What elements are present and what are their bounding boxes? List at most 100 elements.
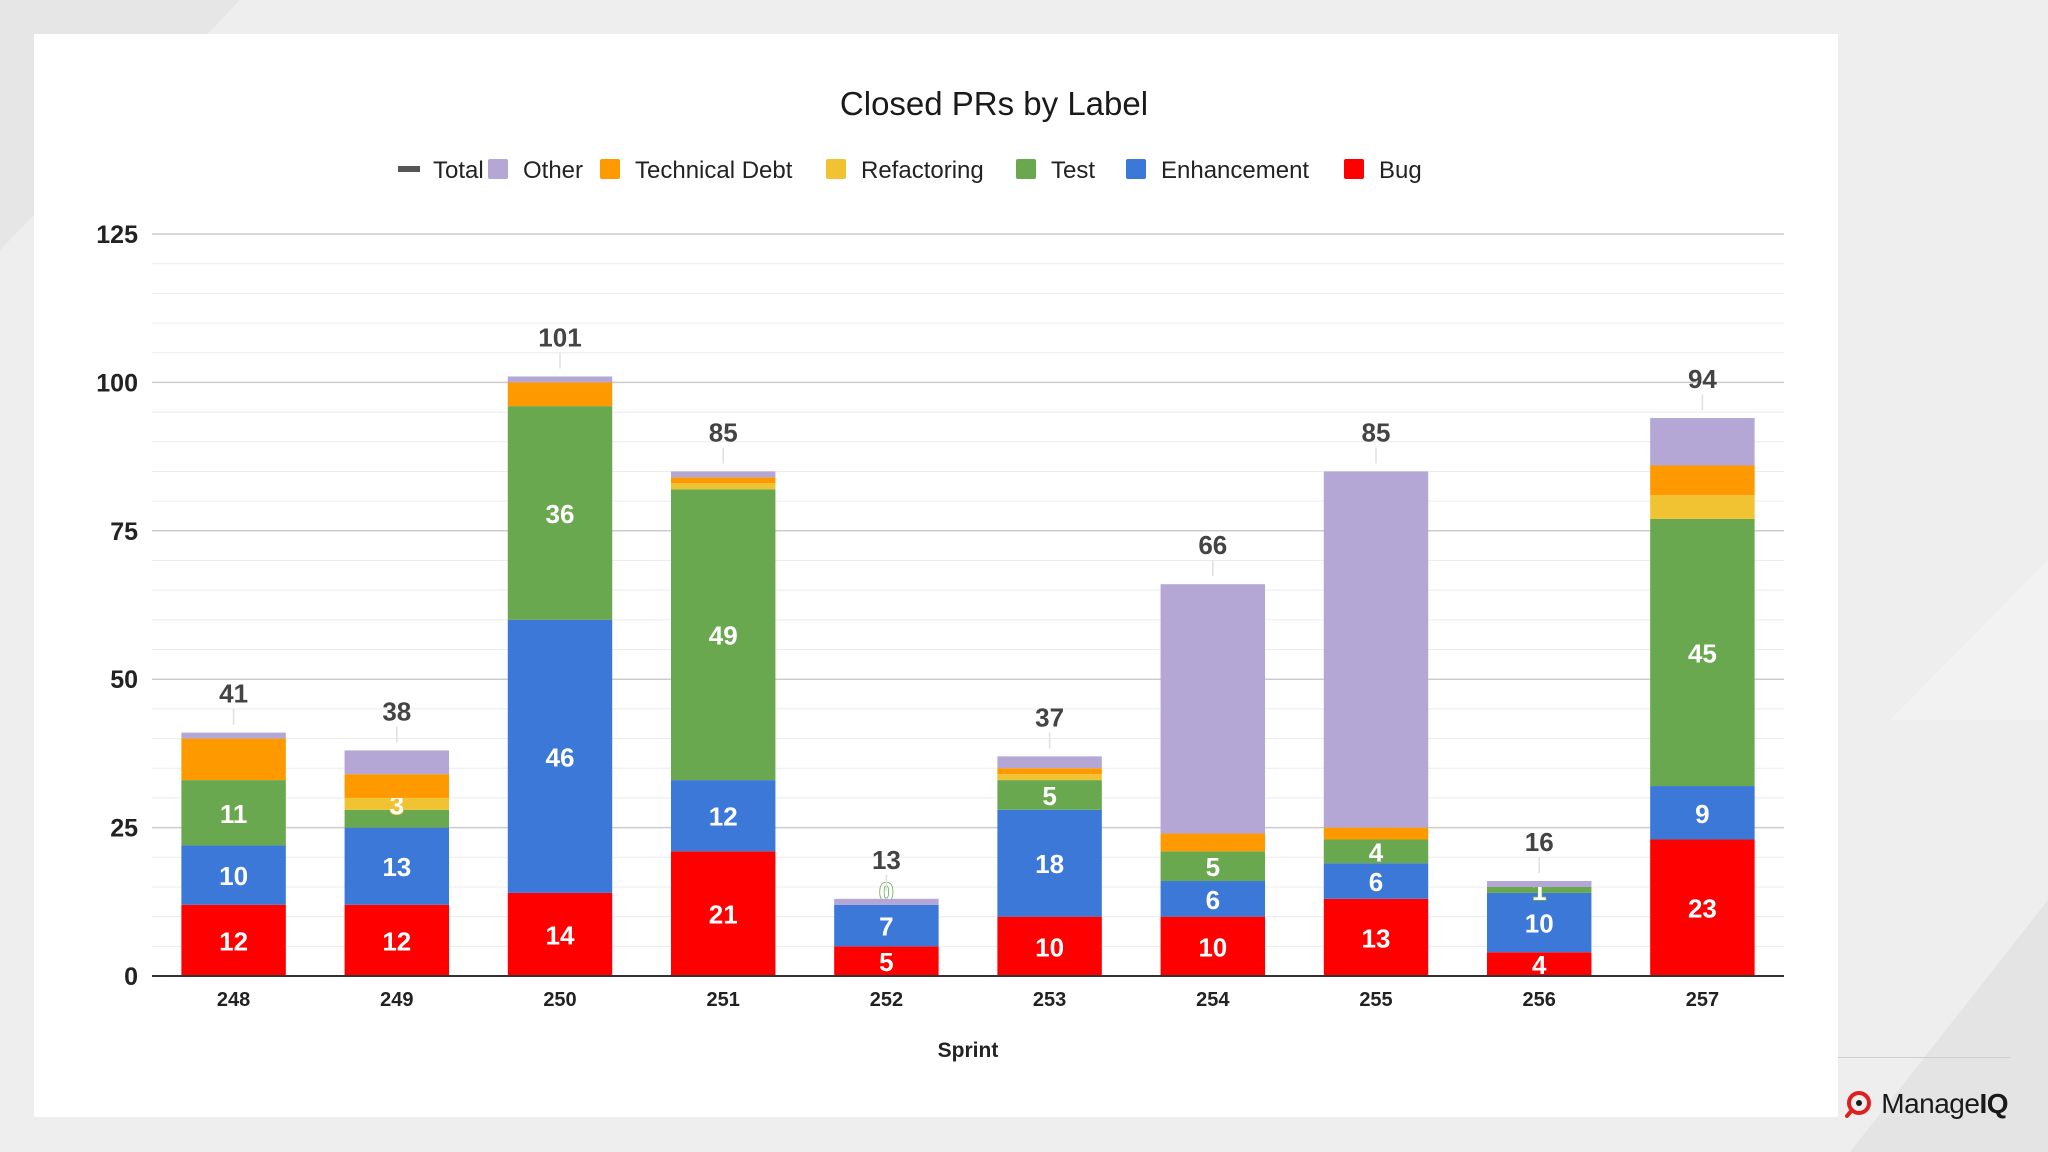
- bar-segment: [1486, 952, 1592, 976]
- bar-segment: [670, 471, 776, 478]
- y-tick-label: 75: [110, 518, 138, 546]
- bar-segment: [997, 780, 1102, 810]
- bar-segment: [834, 898, 939, 905]
- bar-segment: [181, 732, 286, 739]
- bar-segment: [1160, 584, 1266, 834]
- x-tick-label: 250: [543, 989, 576, 1011]
- total-label: 13: [872, 845, 901, 875]
- bar-segment: [344, 797, 450, 810]
- bar-segment: [344, 750, 450, 775]
- bar-segment: [1486, 881, 1592, 887]
- x-tick-label: 248: [217, 989, 250, 1011]
- bar-segment: [834, 904, 939, 947]
- data-label: 12: [709, 802, 738, 832]
- bar-segment: [1486, 892, 1592, 953]
- bar-segment: [1486, 886, 1592, 893]
- y-tick-label: 25: [110, 815, 138, 843]
- bar-segment: [1650, 518, 1755, 787]
- bar-segment: [507, 376, 613, 383]
- data-label: 21: [709, 900, 738, 930]
- bar-segment: [181, 904, 286, 976]
- manageiq-logo: ManageIQ: [1845, 1088, 2008, 1120]
- y-tick-label: 125: [96, 221, 138, 249]
- bar-segment: [1323, 471, 1429, 828]
- data-label: 14: [546, 920, 575, 950]
- x-tick-label: 251: [707, 989, 740, 1011]
- data-label: 13: [1362, 923, 1391, 953]
- x-tick-label: 256: [1523, 989, 1556, 1011]
- bar-segment: [1650, 786, 1755, 840]
- total-label: 16: [1525, 827, 1554, 857]
- chart-title: Closed PRs by Label: [840, 85, 1148, 122]
- data-label: 7: [879, 912, 893, 942]
- bar-segment: [181, 845, 286, 905]
- legend-swatch: [600, 159, 620, 179]
- bar-segment: [670, 780, 776, 852]
- legend-label: Technical Debt: [635, 157, 793, 184]
- brand-name-light: Manage: [1881, 1088, 1980, 1119]
- data-label: 9: [1695, 799, 1709, 829]
- brand-divider: [1838, 1057, 2010, 1058]
- data-label: 1: [1532, 876, 1546, 906]
- legend-label: Refactoring: [861, 157, 984, 184]
- legend-swatch: [1126, 159, 1146, 179]
- legend-swatch: [488, 159, 508, 179]
- legend-swatch-total: [398, 166, 420, 172]
- manageiq-logo-icon: [1845, 1091, 1872, 1118]
- bar-segment: [344, 774, 450, 798]
- bar-segment: [997, 756, 1102, 769]
- legend-swatch: [1344, 159, 1364, 179]
- bar-segment: [181, 780, 286, 846]
- bar-segment: [1650, 465, 1755, 496]
- y-tick-label: 50: [110, 666, 138, 694]
- data-label: 36: [546, 499, 575, 529]
- bar-segment: [1650, 418, 1755, 466]
- data-label: 46: [546, 742, 575, 772]
- bar-segment: [507, 382, 613, 407]
- x-tick-label: 253: [1033, 989, 1066, 1011]
- legend-label: Bug: [1379, 157, 1422, 184]
- bar-segment: [997, 774, 1102, 781]
- bar-segment: [1323, 863, 1429, 899]
- x-tick-label: 249: [380, 989, 413, 1011]
- data-label: 4: [1532, 950, 1547, 980]
- bar-segment: [344, 827, 450, 905]
- bar-segment: [1160, 851, 1266, 882]
- chart-slide: 0 25 50 75 100 125 Closed PRs by Label Total Oth…: [34, 34, 1838, 1117]
- data-label: 45: [1688, 638, 1717, 668]
- data-label: 5: [1206, 852, 1220, 882]
- data-label: 10: [1035, 932, 1064, 962]
- total-label: 38: [382, 696, 411, 726]
- data-label: 49: [709, 621, 738, 651]
- bar-segment: [1160, 916, 1266, 976]
- data-label: 5: [1042, 781, 1056, 811]
- data-label: 10: [1525, 909, 1554, 939]
- bar-segment: [1160, 881, 1266, 917]
- legend-swatch: [1016, 159, 1036, 179]
- bar-segment: [670, 851, 776, 976]
- data-label: 6: [1369, 867, 1383, 897]
- total-label: 101: [538, 322, 581, 352]
- brand-name-bold: IQ: [1979, 1088, 2008, 1119]
- bar-segment: [834, 946, 939, 976]
- bar-segment: [670, 489, 776, 781]
- legend-label: Total: [433, 157, 484, 184]
- x-tick-label: 257: [1686, 989, 1719, 1011]
- bar-segment: [1323, 898, 1429, 976]
- x-tick-label: 254: [1196, 989, 1230, 1011]
- legend-swatch: [826, 159, 846, 179]
- data-label: 12: [219, 926, 248, 956]
- x-tick-label: 255: [1359, 989, 1392, 1011]
- brand-name: ManageIQ: [1881, 1088, 2008, 1120]
- data-label: 6: [1206, 885, 1220, 915]
- bar-segment: [997, 916, 1102, 976]
- bar-segment: [181, 738, 286, 781]
- bar-segment: [1323, 839, 1429, 864]
- data-label: 5: [879, 947, 893, 977]
- bar-segment: [507, 406, 613, 620]
- bar-segment: [670, 477, 776, 484]
- x-axis-title: Sprint: [938, 1039, 999, 1062]
- y-tick-label: 100: [96, 369, 138, 397]
- bar-segment: [344, 809, 450, 828]
